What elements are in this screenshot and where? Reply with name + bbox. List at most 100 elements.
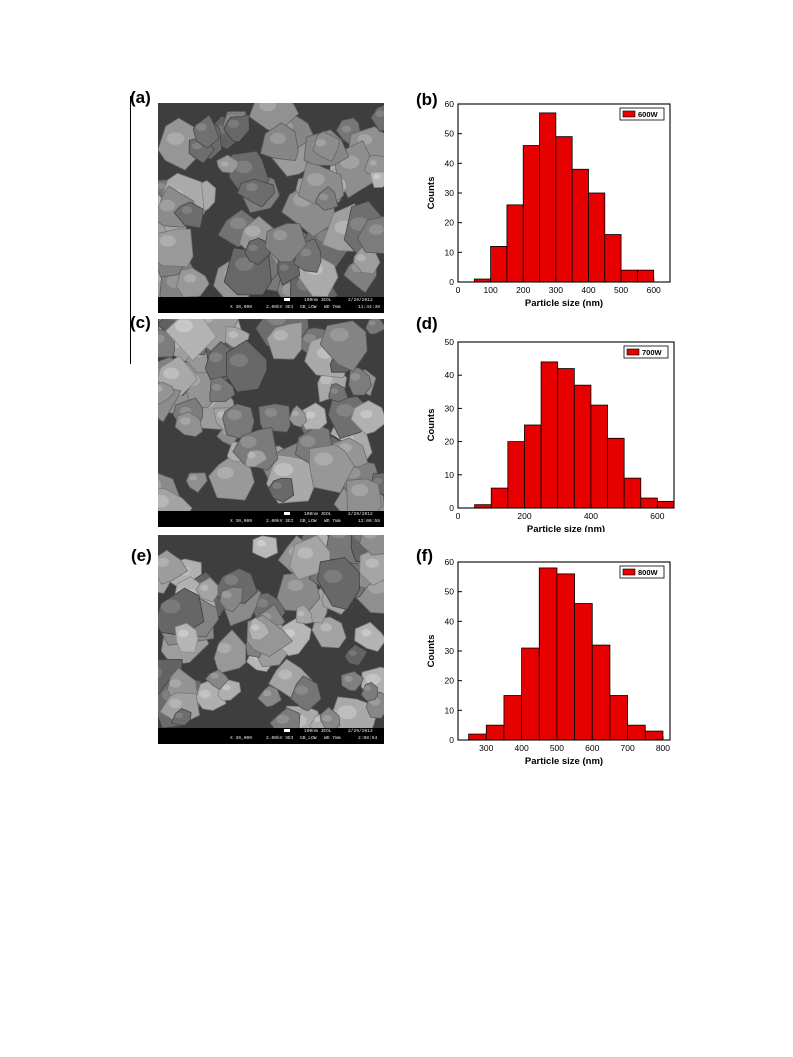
y-tick-label: 10	[445, 705, 455, 715]
sem-particle-highlight	[210, 672, 219, 679]
histogram-bar	[556, 573, 576, 741]
histogram-bar	[506, 204, 524, 283]
sem-particle-highlight	[267, 319, 287, 326]
sem-particle-highlight	[158, 334, 165, 344]
sem-particle-highlight	[323, 569, 343, 583]
sem-particle-highlight	[300, 436, 316, 447]
sem-particle-highlight	[375, 110, 384, 118]
histogram-bar	[604, 234, 622, 283]
histogram-bar	[644, 730, 664, 741]
histogram-bar	[539, 112, 557, 283]
sem-particle-highlight	[221, 161, 229, 167]
legend-swatch	[622, 568, 636, 576]
sem-particle	[290, 675, 322, 712]
sem-particle-highlight	[246, 183, 258, 192]
histogram-bar	[574, 603, 593, 741]
histogram-bar	[620, 269, 638, 283]
x-axis-label: Particle size (nm)	[527, 524, 605, 532]
legend-label: 600W	[638, 110, 659, 119]
sem-particle-highlight	[297, 547, 314, 559]
sem-particle-highlight	[224, 574, 239, 585]
sem-particle-highlight	[365, 673, 381, 685]
sem-particle-highlight	[314, 452, 334, 466]
sem-particle	[244, 237, 271, 266]
histogram-bar	[590, 404, 608, 509]
sem-particle-highlight	[245, 225, 261, 237]
sem-particle	[295, 604, 313, 625]
sem-particle	[205, 669, 230, 691]
sem-scale-bar	[284, 512, 290, 515]
sem-particle-highlight	[211, 383, 222, 391]
sem-particle-highlight	[158, 667, 163, 679]
x-axis-label: Particle size (nm)	[525, 756, 603, 767]
x-tick-label: 300	[549, 285, 563, 295]
sem-particle	[268, 477, 295, 503]
panel-label-b: (b)	[416, 90, 438, 109]
sem-particle-highlight	[341, 125, 352, 133]
x-tick-label: 800	[656, 743, 670, 753]
sem-scale-text: 100nm JEOL	[304, 298, 332, 303]
sem-particle-highlight	[273, 330, 288, 341]
sem-particle-highlight	[272, 482, 282, 489]
sem-particle	[236, 178, 275, 208]
histogram-bar	[507, 441, 525, 509]
sem-date: 2/29/2012	[348, 729, 373, 734]
histogram-bar	[571, 168, 589, 283]
y-tick-label: 30	[445, 646, 455, 656]
y-tick-label: 0	[449, 735, 454, 745]
sem-particle	[174, 411, 203, 437]
sem-particle-highlight	[318, 193, 329, 201]
sem-particle-highlight	[181, 206, 193, 214]
y-tick-label: 50	[445, 129, 455, 139]
sem-particle	[369, 171, 384, 188]
sem-particle-highlight	[287, 579, 304, 592]
panel-label-d: (d)	[416, 314, 438, 333]
sem-particle-highlight	[348, 650, 357, 656]
sem-particle-highlight	[315, 138, 327, 147]
sem-particle-highlight	[168, 698, 182, 709]
sem-info-bar: 100nm JEOL 2/29/2012 X 30,000 2.00kV SEI…	[158, 297, 384, 313]
sem-particle-highlight	[305, 411, 316, 419]
y-tick-label: 50	[445, 587, 455, 597]
sem-particle-highlight	[349, 373, 361, 381]
sem-date: 2/29/2012	[348, 512, 373, 517]
sem-particle	[209, 376, 236, 402]
sem-particle-highlight	[360, 409, 373, 419]
sem-particle-highlight	[228, 331, 239, 339]
y-tick-label: 40	[445, 370, 455, 380]
sem-particle-highlight	[234, 160, 253, 174]
histogram-bar	[609, 695, 629, 741]
sem-voltage: 2.00kV SEI	[266, 519, 294, 524]
sem-particle-highlight	[361, 629, 372, 637]
sem-particle	[311, 616, 347, 649]
sem-particle-highlight	[159, 235, 176, 247]
sem-particle-highlight	[274, 463, 294, 477]
sem-micrograph-c: 100nm JEOL 2/29/2012 X 30,000 2.00kV SEI…	[158, 319, 384, 527]
sem-working-distance: WD 7mm	[324, 519, 341, 524]
sem-time: 12:06:58	[358, 519, 381, 524]
sem-texture	[158, 103, 384, 297]
sem-magnification: X 30,000	[230, 736, 253, 741]
sem-particle-highlight	[306, 172, 325, 186]
histogram-bar	[540, 361, 559, 509]
sem-particle-highlight	[363, 535, 378, 539]
sem-particle-highlight	[227, 119, 240, 128]
sem-particle-highlight	[166, 132, 185, 145]
sem-particle	[314, 186, 339, 211]
sem-particle	[264, 222, 307, 263]
sem-particle-highlight	[262, 690, 272, 697]
sem-particle-highlight	[191, 142, 202, 150]
sem-particle	[223, 113, 250, 143]
histogram-bar	[627, 724, 646, 741]
sem-particle-highlight	[259, 103, 276, 112]
sem-particle	[359, 535, 384, 556]
sem-particle	[258, 403, 291, 433]
histogram-bar	[573, 384, 592, 509]
sem-particle-highlight	[329, 327, 349, 342]
x-tick-label: 400	[584, 511, 598, 521]
sem-particle-highlight	[222, 684, 231, 691]
sem-particle	[257, 685, 282, 708]
sem-particle-highlight	[221, 591, 232, 599]
sem-particle-highlight	[217, 643, 232, 654]
sem-particle	[170, 708, 192, 726]
